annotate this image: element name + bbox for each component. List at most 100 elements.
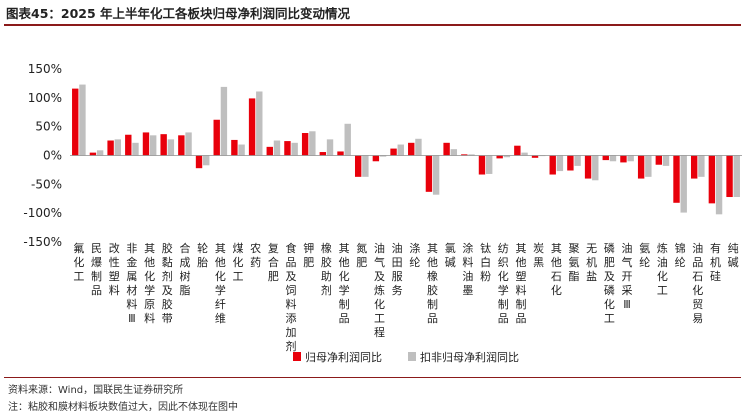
bar-series-1 (673, 155, 680, 203)
bar-series-1 (301, 133, 309, 156)
bar-series-2 (609, 155, 617, 162)
bar-series-1 (142, 132, 150, 156)
x-tick-label: 氨纶 (639, 242, 650, 269)
x-tick-label: 煤化工 (233, 242, 244, 283)
y-tick-label: -100% (23, 206, 62, 220)
bar-series-2 (114, 139, 122, 156)
bar-series-2 (309, 131, 316, 156)
bar-series-1 (178, 135, 185, 156)
bar-series-1 (726, 155, 733, 198)
bar-series-1 (89, 152, 97, 156)
x-tick-label: 油气及炼化工程 (374, 241, 385, 339)
x-tick-label: 胶黏剂及胶带 (162, 241, 173, 325)
bar-series-1 (248, 98, 256, 156)
y-tick-label: 150% (28, 62, 62, 76)
bar-series-1 (514, 145, 521, 156)
x-tick-label: 钛白粉 (480, 241, 491, 283)
x-tick-label: 氯碱 (445, 241, 456, 269)
y-tick-label: 0% (43, 149, 62, 163)
bar-series-1 (213, 119, 220, 156)
bar-series-2 (468, 154, 475, 156)
bar-series-2 (344, 123, 351, 156)
bar-series-2 (698, 155, 705, 177)
bar-series-2 (149, 135, 157, 156)
bar-series-1 (125, 134, 132, 156)
legend-swatch-series-2 (408, 352, 416, 361)
x-tick-label: 磷肥及磷化工 (604, 242, 615, 325)
x-tick-label: 氟化工 (73, 242, 84, 283)
bar-series-2 (733, 155, 740, 198)
x-tick-label: 食品及饲料添加剂 (286, 241, 297, 353)
x-tick-label: 合成树脂 (179, 241, 190, 297)
y-tick-label: -150% (23, 235, 62, 249)
bar-series-1 (372, 155, 380, 162)
x-tick-label: 炭黑 (533, 242, 544, 269)
x-tick-label: 其他化学制品 (339, 242, 350, 325)
legend-swatch-series-1 (293, 352, 301, 361)
bar-series-2 (273, 140, 281, 156)
x-tick-label: 锦纶 (675, 241, 686, 269)
bar-series-2 (379, 155, 387, 157)
x-tick-label: 涂料油墨 (462, 241, 473, 297)
x-tick-label: 其他塑料制品 (515, 242, 526, 325)
bar-series-1 (496, 155, 503, 159)
source-text: 资料来源：Wind，国联民生证券研究所 (8, 385, 184, 396)
bar-series-2 (397, 144, 404, 156)
bar-series-1 (266, 146, 273, 156)
bar-series-2 (627, 155, 634, 162)
bar-series-1 (531, 155, 539, 158)
x-tick-label: 涤纶 (409, 241, 420, 269)
bar-series-2 (291, 142, 298, 156)
bar-series-1 (354, 155, 362, 177)
bar-series-1 (319, 152, 327, 156)
bar-series-2 (556, 155, 564, 172)
bar-series-2 (485, 155, 493, 174)
bar-series-1 (637, 155, 645, 179)
x-tick-label: 其他石化 (551, 242, 562, 297)
y-tick-label: 100% (28, 91, 62, 105)
footer-divider (4, 377, 741, 378)
x-tick-label: 油品石化贸易 (692, 241, 703, 325)
bar-series-1 (549, 155, 556, 175)
bar-series-2 (503, 155, 511, 158)
note-text: 注：粘胶和膜材料板块数值过大，因此不体现在图中 (8, 402, 238, 413)
bar-series-2 (415, 138, 422, 156)
x-tick-label: 农药 (250, 241, 261, 269)
bar-series-1 (337, 151, 344, 156)
bar-series-2 (680, 155, 687, 213)
x-tick-label: 轮胎 (197, 241, 208, 269)
bar-series-1 (195, 155, 203, 169)
x-tick-label: 聚氨酯 (569, 242, 580, 283)
bar-series-1 (72, 88, 79, 156)
x-tick-label: 民爆制品 (91, 242, 102, 297)
bar-series-2 (715, 155, 723, 215)
bar-series-2 (432, 155, 440, 195)
bar-series-2 (521, 152, 528, 156)
bar-series-1 (284, 141, 291, 156)
x-tick-label: 无机盐 (586, 242, 597, 283)
x-tick-label: 油田服务 (392, 241, 403, 297)
legend-label-series-2: 扣非归母净利润同比 (420, 350, 519, 364)
x-tick-label: 其他化学原料 (144, 242, 155, 325)
x-tick-label: 复合肥 (268, 241, 279, 283)
bar-series-2 (256, 91, 263, 156)
x-tick-label: 钾肥 (303, 241, 314, 269)
bar-series-1 (390, 148, 397, 156)
bar-series-2 (592, 155, 599, 181)
bar-series-2 (574, 155, 581, 166)
bar-series-2 (79, 84, 86, 156)
bar-series-1 (231, 139, 238, 156)
bar-series-2 (167, 139, 175, 156)
bar-series-2 (450, 149, 458, 156)
x-tick-label: 有机硅 (710, 241, 721, 283)
x-tick-label: 纺织化学制品 (498, 241, 509, 325)
bar-series-2 (203, 155, 210, 166)
bar-series-2 (132, 142, 139, 156)
bar-series-1 (620, 155, 627, 163)
x-tick-label: 橡胶助剂 (321, 242, 332, 297)
bar-series-2 (185, 132, 192, 156)
bar-series-2 (326, 139, 334, 156)
bar-series-1 (425, 155, 433, 192)
page-title: 图表45：2025 年上半年化工各板块归母净利润同比变动情况 (6, 6, 351, 21)
legend-label-series-1: 归母净利润同比 (305, 350, 382, 364)
